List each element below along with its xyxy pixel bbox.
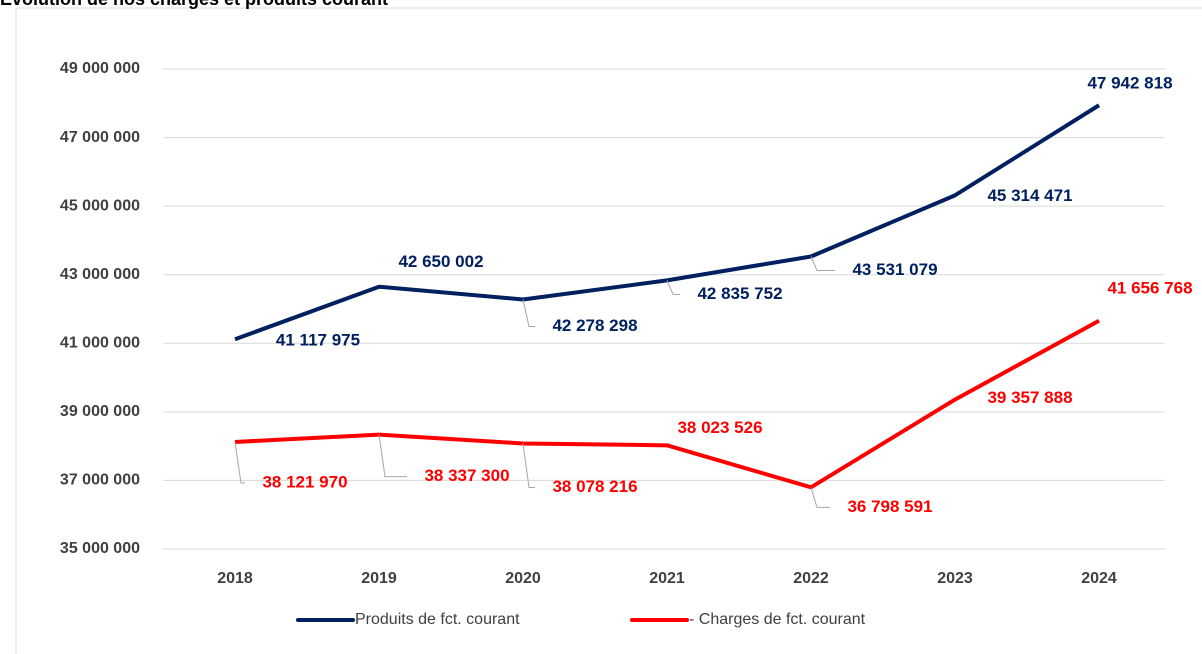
data-label: 38 121 970 (262, 472, 347, 491)
x-tick-label: 2021 (649, 570, 685, 587)
data-label: 42 278 298 (552, 316, 637, 335)
data-label: 41 117 975 (276, 331, 360, 350)
leader-line (522, 443, 535, 488)
legend-label: Produits de fct. courant (355, 611, 520, 628)
x-tick-label: 2022 (793, 570, 829, 587)
y-tick-label: 43 000 000 (60, 266, 140, 283)
x-tick-label: 2019 (361, 570, 397, 587)
data-label: 36 798 591 (847, 497, 932, 516)
y-tick-label: 45 000 000 (60, 197, 140, 214)
y-tick-label: 41 000 000 (60, 335, 140, 352)
y-tick-label: 39 000 000 (60, 403, 140, 420)
x-tick-label: 2020 (505, 570, 541, 587)
data-label: 38 337 300 (424, 466, 509, 485)
leader-line (378, 434, 407, 478)
y-tick-label: 49 000 000 (60, 60, 140, 77)
x-tick-label: 2018 (217, 570, 253, 587)
y-tick-label: 37 000 000 (60, 472, 140, 489)
leader-line (666, 280, 680, 295)
data-label: 41 656 768 (1107, 278, 1192, 297)
data-label: 39 357 888 (987, 388, 1072, 407)
y-tick-label: 47 000 000 (60, 129, 140, 146)
leader-line (522, 299, 535, 327)
leader-line (234, 441, 245, 484)
data-label: 38 023 526 (677, 418, 762, 437)
data-label: 43 531 079 (852, 260, 937, 279)
chart-title: Evolution de nos charges et produits cou… (0, 0, 388, 9)
leader-line (810, 487, 830, 508)
data-label: 42 650 002 (398, 252, 483, 271)
series-line (234, 103, 1101, 342)
leader-line (810, 256, 835, 272)
data-label: 42 835 752 (697, 284, 782, 303)
y-tick-label: 35 000 000 (60, 540, 140, 557)
data-label: 47 942 818 (1087, 74, 1172, 93)
legend-label: - Charges de fct. courant (689, 611, 866, 628)
x-tick-label: 2024 (1081, 570, 1117, 587)
x-tick-label: 2023 (937, 570, 973, 587)
series-line (234, 319, 1100, 490)
data-label: 38 078 216 (552, 477, 637, 496)
data-label: 45 314 471 (987, 186, 1072, 205)
